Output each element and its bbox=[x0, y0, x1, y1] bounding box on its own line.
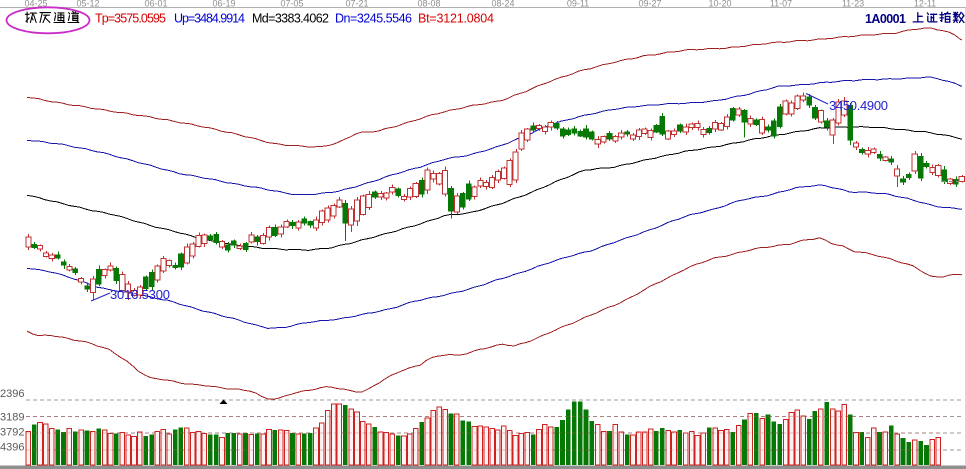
svg-text:11-23: 11-23 bbox=[842, 0, 864, 9]
svg-text:Bt=3121.0804: Bt=3121.0804 bbox=[418, 12, 494, 26]
svg-text:04-25: 04-25 bbox=[24, 0, 47, 9]
svg-text:Md=3383.4062: Md=3383.4062 bbox=[252, 12, 329, 26]
svg-text:Dn=3245.5546: Dn=3245.5546 bbox=[335, 12, 412, 26]
svg-text:06-01: 06-01 bbox=[144, 0, 167, 9]
svg-text:08-08: 08-08 bbox=[417, 0, 440, 9]
svg-text:3189: 3189 bbox=[0, 412, 24, 424]
svg-text:Tp=3575.0595: Tp=3575.0595 bbox=[95, 12, 166, 26]
svg-text:12-11: 12-11 bbox=[914, 0, 936, 9]
svg-text:Up=3484.9914: Up=3484.9914 bbox=[174, 12, 245, 26]
svg-text:3792: 3792 bbox=[0, 427, 24, 439]
svg-text:07-05: 07-05 bbox=[280, 0, 303, 9]
svg-text:10-20: 10-20 bbox=[708, 0, 731, 9]
svg-text:06-19: 06-19 bbox=[212, 0, 235, 9]
svg-text:08-24: 08-24 bbox=[491, 0, 514, 9]
svg-text:2396: 2396 bbox=[0, 388, 24, 400]
svg-text:05-12: 05-12 bbox=[76, 0, 99, 9]
svg-text:07-21: 07-21 bbox=[345, 0, 368, 9]
svg-text:09-27: 09-27 bbox=[638, 0, 661, 9]
svg-text:3016.5300: 3016.5300 bbox=[110, 287, 170, 302]
svg-text:3450.4900: 3450.4900 bbox=[829, 98, 888, 113]
svg-text:4396: 4396 bbox=[0, 442, 24, 454]
svg-text:09-11: 09-11 bbox=[567, 0, 589, 9]
svg-text:1A0001: 1A0001 bbox=[865, 12, 906, 26]
svg-text:11-07: 11-07 bbox=[770, 0, 792, 9]
